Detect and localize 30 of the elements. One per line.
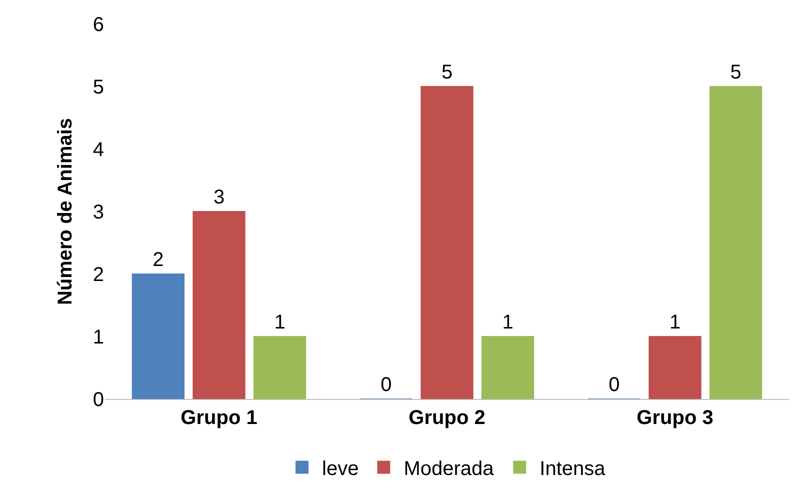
y-tick-label: 1 <box>92 326 104 348</box>
data-label: 1 <box>669 312 681 334</box>
bar <box>481 336 534 399</box>
data-label: 3 <box>213 186 225 208</box>
bar <box>132 274 185 399</box>
data-label: 5 <box>730 62 742 84</box>
y-tick-label: 0 <box>92 389 104 411</box>
y-tick-label: 5 <box>92 76 104 98</box>
data-label: 1 <box>274 312 286 334</box>
bar <box>709 86 762 399</box>
x-tick-label: Grupo 1 <box>180 407 258 429</box>
legend-label: leve <box>322 458 359 480</box>
y-tick-label: 4 <box>92 139 104 161</box>
bar <box>192 211 246 399</box>
data-label: 1 <box>502 312 514 334</box>
x-tick-label: Grupo 2 <box>408 407 486 429</box>
y-tick-label: 3 <box>92 202 104 224</box>
bar <box>648 336 702 399</box>
data-label: 0 <box>380 374 392 396</box>
data-label: 2 <box>152 249 164 271</box>
data-label: 0 <box>608 374 620 396</box>
legend-label: Intensa <box>540 458 606 480</box>
bar <box>420 86 474 399</box>
x-tick-label: Grupo 3 <box>636 407 714 429</box>
y-axis-title: Número de Animais <box>54 118 76 306</box>
y-tick-label: 6 <box>92 14 104 36</box>
data-label: 5 <box>441 62 453 84</box>
bar <box>253 336 306 399</box>
legend-label: Moderada <box>404 458 495 480</box>
y-tick-label: 2 <box>92 264 104 286</box>
